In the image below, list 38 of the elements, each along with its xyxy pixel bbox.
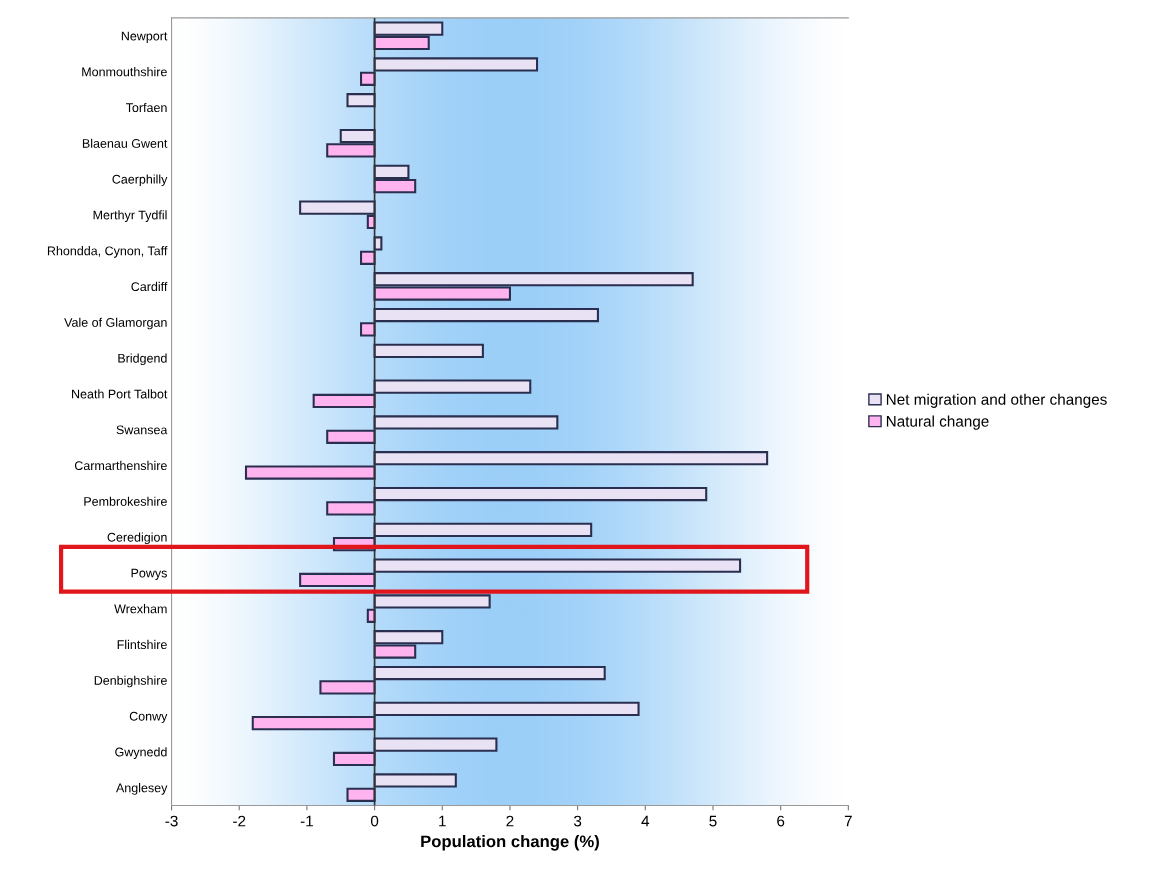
y-tick-label: Wrexham (114, 604, 167, 614)
bar (373, 343, 484, 358)
x-tick-label: -2 (233, 815, 246, 827)
x-tick-label: 3 (573, 815, 582, 827)
bar (346, 93, 376, 108)
x-tick-label: 6 (777, 815, 785, 827)
x-tick-label: 0 (370, 815, 379, 827)
y-tick-label: Monmouthshire (82, 67, 167, 77)
legend-label: Net migration and other changes (886, 393, 1107, 408)
y-tick-label: Neath Port Talbot (72, 389, 168, 399)
x-tick-label: -3 (165, 815, 178, 827)
y-tick-label: Cardiff (131, 281, 168, 292)
y-tick-label: Vale of Glamorgan (64, 317, 167, 330)
y-tick-label: Rhondda, Cynon, Taff (47, 246, 168, 258)
y-tick-label: Carmarthenshire (74, 460, 167, 471)
y-tick-label: Denbighshire (94, 675, 167, 688)
y-tick-label: Pembrokeshire (84, 496, 167, 506)
x-tick-label: 7 (844, 815, 852, 827)
y-tick-label: Blaenau Gwent (82, 138, 168, 148)
y-tick-label: Torfaen (125, 102, 167, 113)
y-tick-label: Swansea (116, 425, 168, 435)
legend-label: Natural change (886, 415, 989, 430)
x-tick-label: 4 (641, 815, 650, 827)
x-axis-title: Population change (%) (421, 835, 599, 851)
y-tick-label: Caerphilly (112, 174, 168, 187)
y-tick-label: Flintshire (117, 639, 167, 650)
x-tick-label: 1 (439, 815, 446, 827)
y-tick-label: Newport (121, 31, 168, 43)
y-tick-label: Anglesey (115, 783, 168, 795)
y-tick-label: Ceredigion (107, 532, 167, 545)
y-tick-label: Bridgend (118, 353, 167, 366)
x-tick-label: 5 (709, 815, 717, 827)
y-tick-label: Gwynedd (115, 747, 167, 759)
x-tick-label: -1 (300, 815, 313, 827)
y-tick-label: Conwy (129, 711, 168, 724)
y-tick-label: Powys (131, 568, 167, 580)
y-tick-label: Merthyr Tydfil (93, 210, 167, 222)
x-tick-label: 2 (506, 815, 514, 827)
